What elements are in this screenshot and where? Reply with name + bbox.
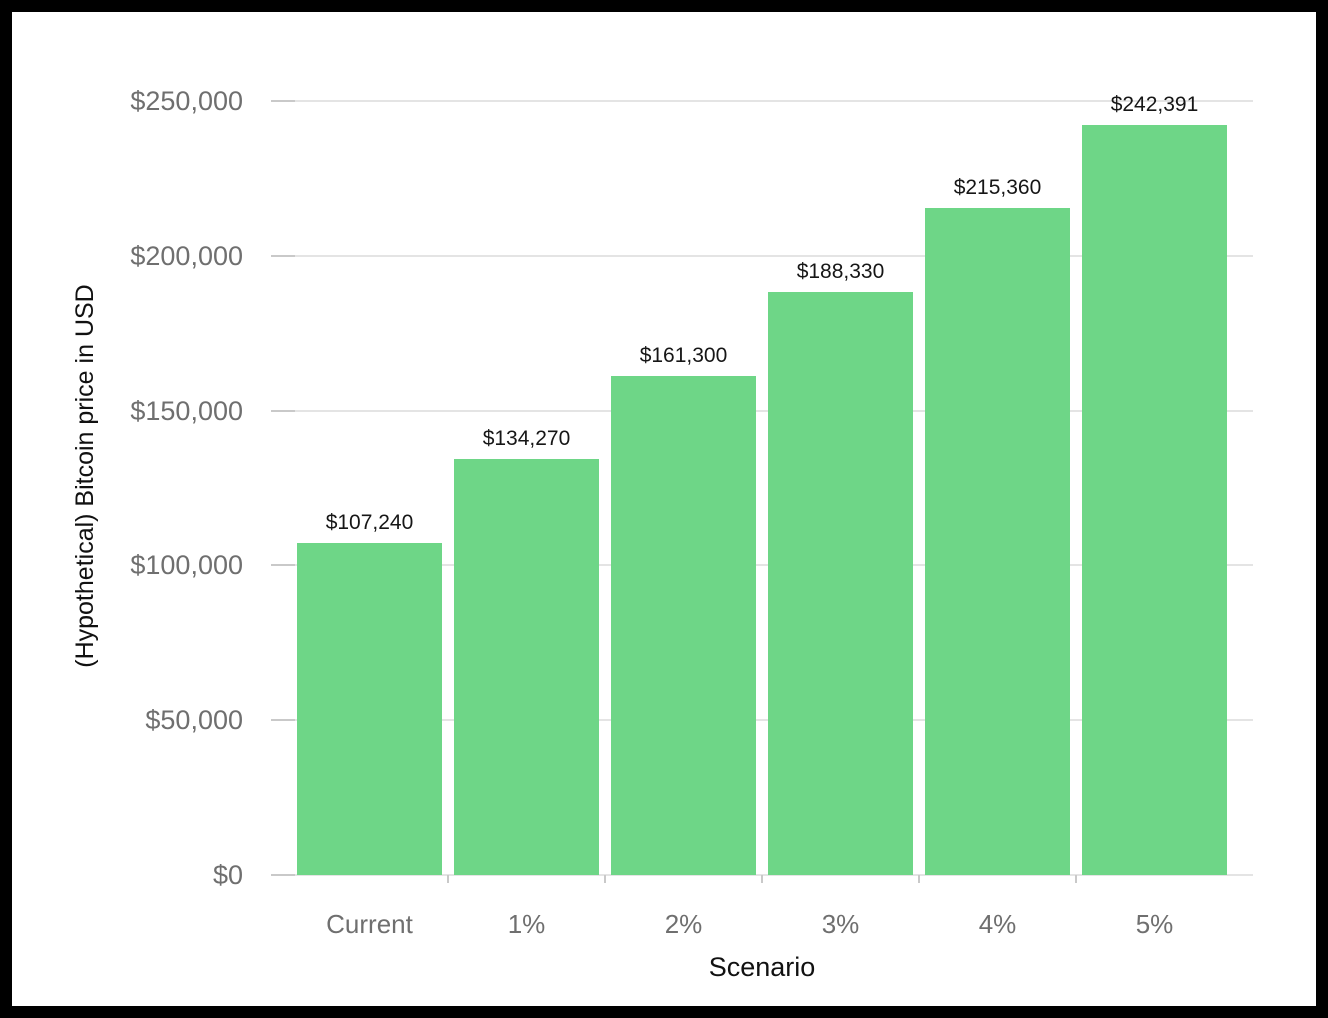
bar-cell: $242,391 xyxy=(1076,93,1233,875)
y-tick xyxy=(271,254,295,257)
x-tick-label: 4% xyxy=(978,909,1017,939)
x-tick xyxy=(918,875,920,883)
x-tick-label: 5% xyxy=(1135,909,1174,939)
bar-value-label: $134,270 xyxy=(482,427,571,451)
y-tick-label: $150,000 xyxy=(130,395,243,426)
gridline xyxy=(271,254,1253,257)
bar-value-label: $107,240 xyxy=(325,511,414,534)
bar-cell: $215,360 xyxy=(919,101,1076,875)
x-tick-label: Current xyxy=(326,909,413,939)
x-tick-label: 1% xyxy=(507,909,546,939)
y-tick-label: $250,000 xyxy=(130,86,243,116)
y-tick-label: $100,000 xyxy=(130,550,243,581)
bar-cell: $188,330 xyxy=(762,101,919,875)
bar-2 xyxy=(611,375,756,875)
y-tick xyxy=(271,409,295,412)
x-tick xyxy=(761,875,763,883)
y-tick-label: $50,000 xyxy=(145,705,243,736)
x-tick-label: 2% xyxy=(664,909,703,939)
x-tick-label: 3% xyxy=(821,909,860,939)
bar-current xyxy=(297,543,442,875)
bar-1 xyxy=(454,459,599,875)
y-tick xyxy=(271,874,295,876)
bar-cell: $134,270 xyxy=(448,101,605,875)
y-tick-label: $0 xyxy=(212,860,243,890)
x-tick xyxy=(447,875,449,883)
x-tick xyxy=(604,875,606,883)
y-tick xyxy=(271,100,295,102)
y-tick-label: $200,000 xyxy=(130,240,243,271)
x-axis-title: Scenario xyxy=(708,952,816,982)
bar-value-label: $188,330 xyxy=(796,259,885,283)
gridline xyxy=(271,564,1253,567)
x-tick xyxy=(1075,875,1077,883)
gridline xyxy=(271,719,1253,722)
bar-cell: $161,300 xyxy=(605,101,762,875)
bar-value-label: $215,360 xyxy=(953,176,1042,200)
gridline xyxy=(271,409,1253,412)
gridline xyxy=(271,100,1253,102)
bar-5 xyxy=(1082,124,1227,875)
y-tick xyxy=(271,719,295,722)
bar-cell: $107,240 xyxy=(291,101,448,875)
y-tick xyxy=(271,564,295,567)
bar-value-label: $242,391 xyxy=(1110,92,1199,116)
bars-container: $107,240 $134,270 $161,300 $188,330 $215,360… xyxy=(291,93,1233,875)
bar-value-label: $161,300 xyxy=(639,343,728,367)
bar-4 xyxy=(925,208,1070,875)
bar-3 xyxy=(768,291,913,875)
plot-area: $107,240 $134,270 $161,300 $188,330 $215,360… xyxy=(271,93,1253,883)
